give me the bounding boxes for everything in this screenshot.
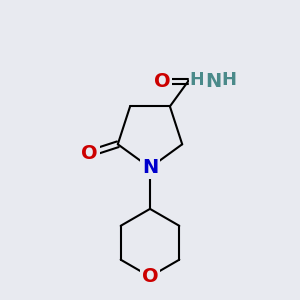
Text: O: O <box>142 267 158 286</box>
Text: N: N <box>142 158 158 177</box>
Text: O: O <box>154 72 170 91</box>
Text: H: H <box>189 71 204 89</box>
Text: O: O <box>82 144 98 163</box>
Text: H: H <box>222 71 237 89</box>
Text: N: N <box>205 72 221 91</box>
